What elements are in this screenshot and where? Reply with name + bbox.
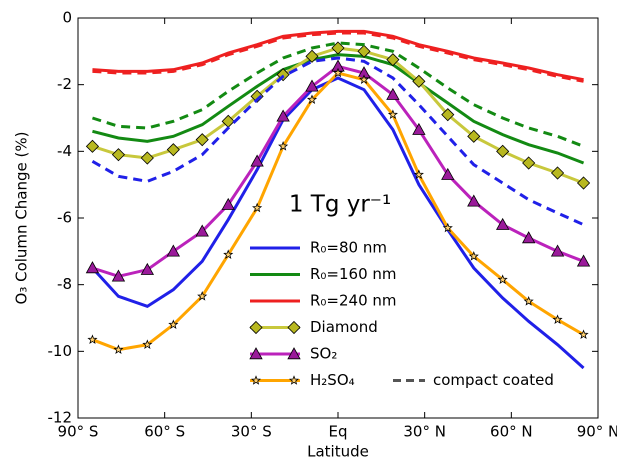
marker bbox=[223, 249, 234, 259]
x-tick-label: 30° S bbox=[231, 423, 272, 441]
marker bbox=[358, 74, 370, 84]
legend-label: R₀=240 nm bbox=[310, 292, 397, 310]
annotation: 1 Tg yr⁻¹ bbox=[289, 192, 391, 218]
x-tick-label: 30° N bbox=[403, 423, 446, 441]
x-axis-label: Latitude bbox=[307, 443, 369, 461]
marker bbox=[441, 108, 455, 122]
marker bbox=[250, 375, 262, 385]
marker bbox=[386, 87, 400, 100]
marker bbox=[576, 176, 591, 190]
marker bbox=[387, 109, 398, 119]
marker bbox=[306, 94, 318, 104]
marker bbox=[87, 334, 98, 344]
marker bbox=[357, 44, 371, 58]
marker bbox=[496, 144, 510, 158]
marker bbox=[278, 141, 289, 151]
marker bbox=[305, 79, 319, 92]
y-tick-label: -10 bbox=[48, 342, 73, 360]
marker bbox=[221, 197, 235, 210]
y-tick-label: 0 bbox=[62, 9, 72, 27]
marker bbox=[140, 151, 154, 165]
marker bbox=[252, 202, 263, 213]
marker bbox=[195, 224, 209, 237]
y-tick-label: -4 bbox=[57, 142, 72, 160]
marker bbox=[197, 291, 208, 301]
marker bbox=[468, 251, 479, 261]
marker bbox=[467, 194, 481, 207]
y-axis-label: O₃ Column Change (%) bbox=[13, 132, 31, 305]
marker bbox=[305, 49, 319, 63]
y-tick-label: -12 bbox=[48, 409, 73, 427]
marker bbox=[250, 154, 264, 167]
marker bbox=[522, 156, 536, 170]
marker bbox=[413, 169, 424, 179]
marker bbox=[386, 53, 400, 67]
marker bbox=[412, 74, 426, 88]
marker bbox=[85, 139, 100, 153]
dashed-line bbox=[92, 31, 584, 83]
marker bbox=[521, 231, 536, 244]
marker bbox=[111, 269, 126, 282]
dashed-line bbox=[91, 41, 585, 148]
marker bbox=[467, 129, 481, 143]
line bbox=[92, 53, 585, 165]
marker bbox=[113, 344, 124, 354]
marker bbox=[550, 244, 565, 257]
marker bbox=[142, 339, 153, 349]
legend-label: H₂SO₄ bbox=[310, 371, 355, 389]
marker bbox=[276, 109, 290, 122]
marker bbox=[287, 320, 301, 335]
marker bbox=[497, 274, 508, 284]
marker bbox=[441, 167, 455, 180]
marker bbox=[412, 122, 426, 135]
legend-label: Diamond bbox=[310, 318, 378, 336]
marker bbox=[249, 347, 263, 360]
marker bbox=[140, 262, 155, 275]
marker bbox=[168, 319, 179, 329]
x-tick-label: 90° S bbox=[58, 423, 99, 441]
legend-label: compact coated bbox=[433, 371, 554, 389]
marker bbox=[550, 166, 565, 180]
marker bbox=[287, 347, 301, 360]
marker bbox=[523, 296, 534, 306]
y-tick-label: -8 bbox=[57, 275, 72, 293]
marker bbox=[195, 133, 209, 147]
x-tick-label: 60° S bbox=[144, 423, 185, 441]
plot-frame bbox=[77, 17, 599, 419]
line bbox=[92, 29, 584, 82]
x-tick-label: 90° N bbox=[577, 423, 617, 441]
marker bbox=[332, 67, 344, 78]
dashed-line bbox=[91, 56, 585, 227]
marker bbox=[85, 261, 100, 274]
marker bbox=[166, 143, 180, 157]
marker bbox=[576, 254, 591, 267]
y-tick-label: -2 bbox=[57, 75, 72, 93]
marker bbox=[250, 89, 264, 103]
marker bbox=[249, 320, 263, 335]
x-tick-label: 60° N bbox=[490, 423, 533, 441]
marker bbox=[442, 222, 453, 233]
marker bbox=[166, 244, 181, 257]
legend-label: R₀=80 nm bbox=[310, 239, 387, 257]
x-tick-label: Eq bbox=[329, 423, 348, 441]
marker bbox=[331, 41, 345, 55]
marker bbox=[552, 314, 563, 324]
y-tick-label: -6 bbox=[57, 209, 72, 227]
legend-label: R₀=160 nm bbox=[310, 265, 397, 283]
marker bbox=[578, 329, 589, 339]
line bbox=[91, 76, 585, 370]
legend-label: SO₂ bbox=[310, 345, 337, 363]
marker bbox=[495, 217, 510, 230]
marker bbox=[111, 148, 126, 162]
marker bbox=[288, 375, 300, 385]
